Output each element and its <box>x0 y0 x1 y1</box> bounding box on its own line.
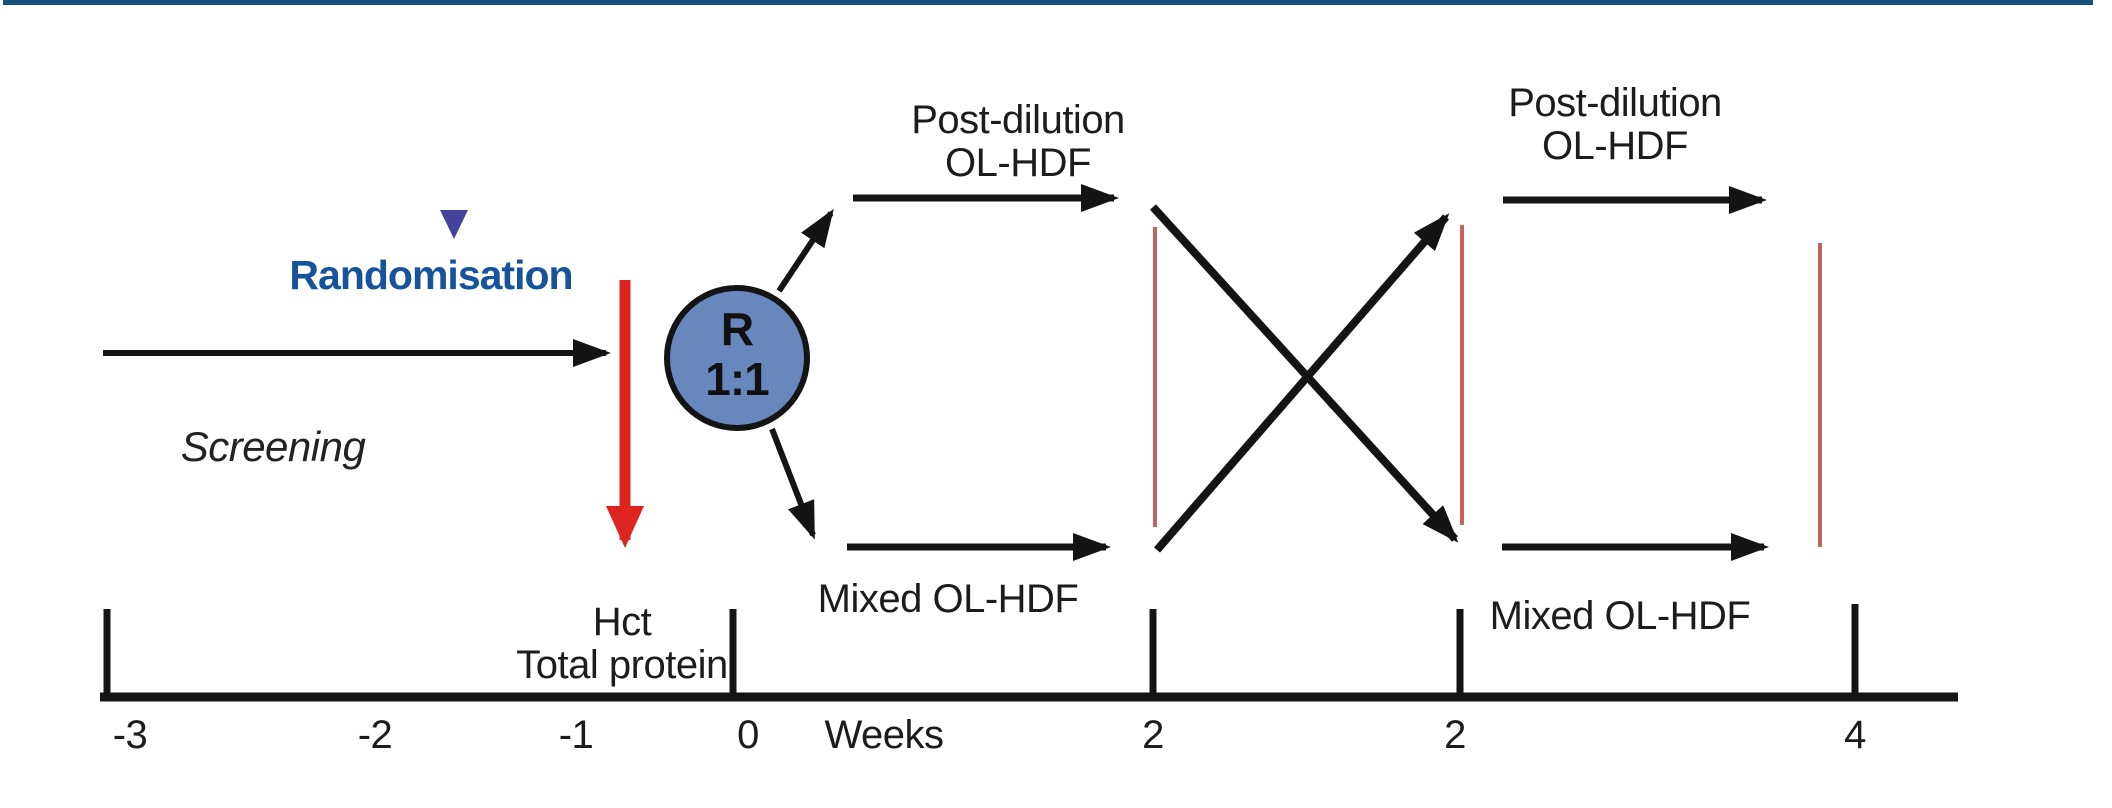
period1-bottom-arm-label: Mixed OL-HDF <box>817 577 1079 621</box>
period1-top-arm-line1: Post-dilution <box>911 98 1125 142</box>
period1-top-arm-line2: OL-HDF <box>945 141 1091 186</box>
period1-top-arm-label: Post-dilution OL-HDF <box>911 98 1125 186</box>
randomisation-circle <box>664 285 810 431</box>
period2-top-arm-line2: OL-HDF <box>1542 124 1688 169</box>
timeline-label-neg2: -2 <box>357 713 393 757</box>
allocation-ratio-line1: R <box>720 303 754 355</box>
baseline-tests-label: Hct Total protein <box>516 600 728 688</box>
top-border-bar <box>3 0 2093 5</box>
timeline-label-neg3: -3 <box>112 713 148 757</box>
timeline-label-neg1: -1 <box>558 713 594 757</box>
screening-label: Screening <box>180 423 366 470</box>
crossover-arrow-down <box>1150 204 1459 543</box>
timeline-label-0: 0 <box>737 713 759 757</box>
period2-top-arm-label: Post-dilution OL-HDF <box>1508 81 1722 169</box>
allocation-ratio-line2: 1:1 <box>705 352 769 405</box>
period2-bottom-arm-label: Mixed OL-HDF <box>1489 594 1751 638</box>
crossover-arrow-up <box>1153 213 1450 553</box>
timeline-label-4: 4 <box>1844 713 1866 757</box>
timeline-unit-label: Weeks <box>824 713 944 757</box>
allocation-ratio-label: R 1:1 <box>705 303 769 405</box>
period2-top-arm-line1: Post-dilution <box>1508 81 1722 125</box>
baseline-tests-line1: Hct <box>592 600 652 644</box>
timeline-label-2a: 2 <box>1142 713 1164 757</box>
randomisation-label: Randomisation <box>289 252 573 298</box>
randomisation-triangle-icon <box>440 210 468 239</box>
baseline-tests-line2: Total protein <box>516 643 728 688</box>
branch-arrow-top <box>776 208 834 293</box>
branch-arrow-bottom <box>769 427 816 540</box>
timeline-label-2b: 2 <box>1444 713 1466 757</box>
